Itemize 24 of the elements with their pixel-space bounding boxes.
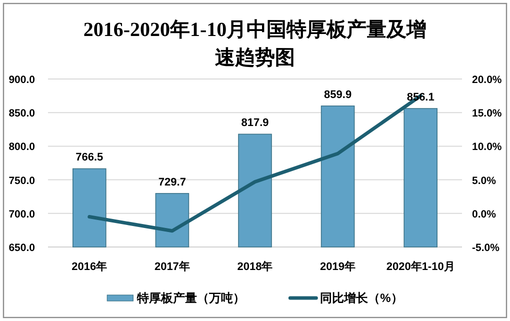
y-tick-label: 700.0	[8, 208, 36, 220]
x-tick-label: 2017年	[154, 260, 190, 273]
data-label: 859.9	[324, 88, 352, 101]
x-tick-label: 2018年	[237, 260, 273, 273]
y2-tick-label: 20.0%	[472, 74, 502, 86]
title: 2016-2020年1-10月中国特厚板产量及增速趋势图	[83, 19, 427, 69]
y-tick-label: 900.0	[8, 74, 36, 86]
data-label: 766.5	[76, 152, 104, 164]
legend-label: 特厚板产量（万吨）	[136, 291, 246, 305]
legend-label: 同比增长（%）	[320, 291, 403, 305]
y2-tick-label: 0.0%	[472, 208, 497, 220]
y2-tick-label: 15.0%	[472, 108, 502, 120]
data-label: 817.9	[241, 117, 269, 130]
y2-tick-label: 5.0%	[472, 174, 497, 187]
x-tick-label: 2020年1-10月	[386, 260, 455, 273]
x-tick-label: 2016年	[72, 260, 108, 273]
y-tick-label: 850.0	[8, 108, 36, 120]
y-tick-label: 750.0	[8, 174, 36, 187]
y2-tick-label: -5.0%	[472, 242, 500, 254]
x-tick-label: 2019年	[320, 260, 356, 273]
y-tick-label: 650.0	[8, 242, 36, 254]
y2-tick-label: 10.0%	[472, 141, 502, 154]
data-label: 729.7	[158, 176, 186, 188]
y-tick-label: 800.0	[8, 141, 36, 154]
